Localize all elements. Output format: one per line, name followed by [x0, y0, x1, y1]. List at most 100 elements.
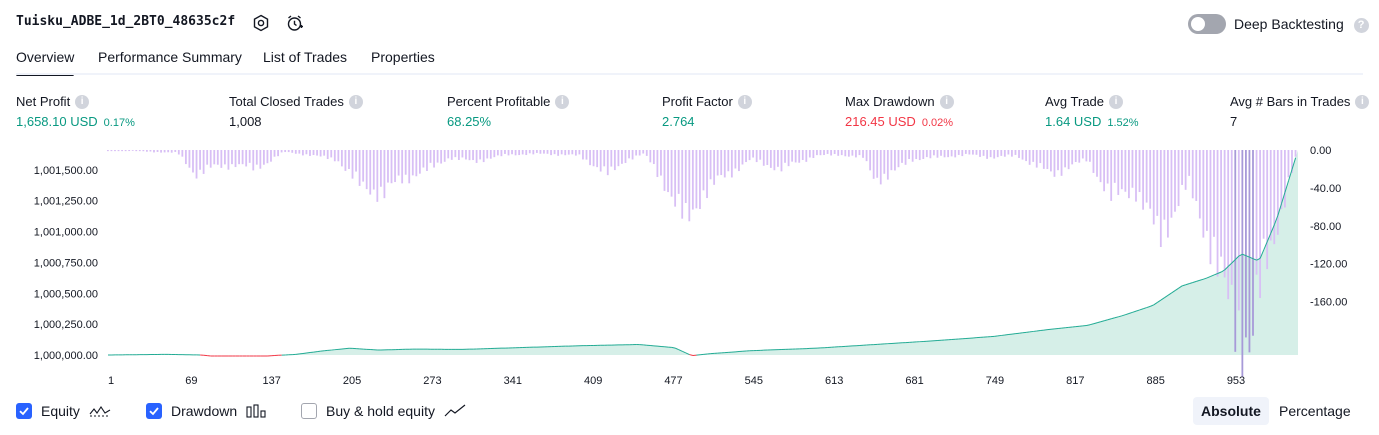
drawdown-bar [1014, 150, 1017, 155]
drawdown-bar [128, 150, 131, 152]
drawdown-bar [1128, 150, 1130, 199]
drawdown-bar [192, 150, 194, 173]
percentage-button[interactable]: Percentage [1279, 403, 1351, 419]
equity-line-segment [1220, 269, 1225, 273]
equity-line-segment [682, 350, 687, 354]
drawdown-bar [301, 150, 304, 156]
drawdown-bar [642, 150, 645, 154]
help-icon[interactable]: ? [1353, 17, 1369, 33]
drawdown-bar [1135, 150, 1137, 202]
drawdown-bar [1110, 150, 1113, 201]
drawdown-bar [337, 150, 340, 162]
equity-line-segment [1143, 307, 1147, 310]
info-icon[interactable]: i [555, 94, 570, 109]
tab-performance-summary[interactable]: Performance Summary [98, 49, 242, 65]
info-icon[interactable]: i [348, 94, 363, 109]
info-icon[interactable]: i [1355, 94, 1370, 109]
buy-hold-checkbox[interactable] [301, 403, 317, 419]
tab-overview[interactable]: Overview [16, 49, 75, 76]
equity-checkbox[interactable] [16, 403, 32, 419]
alert-clock-icon[interactable] [284, 12, 306, 34]
absolute-button[interactable]: Absolute [1193, 397, 1269, 425]
drawdown-bar [479, 150, 482, 160]
drawdown-checkbox[interactable] [146, 403, 162, 419]
x-axis-tick: 885 [1146, 375, 1164, 387]
drawdown-bar [255, 150, 258, 165]
legend-buy-hold[interactable]: Buy & hold equity [301, 400, 466, 422]
drawdown-bar [1131, 150, 1134, 188]
tab-properties[interactable]: Properties [371, 49, 435, 65]
equity-line-segment [1107, 318, 1112, 321]
equity-line-segment [1206, 275, 1211, 279]
drawdown-bar [1287, 150, 1290, 178]
drawdown-bar [596, 150, 599, 168]
drawdown-bar [975, 150, 978, 155]
drawdown-bar [560, 150, 563, 155]
drawdown-bar [621, 150, 623, 164]
tab-list-of-trades[interactable]: List of Trades [263, 49, 348, 65]
metric-net-profit: Net Profit i 1,658.10 USD 0.17% [16, 94, 135, 129]
drawdown-bar [652, 150, 655, 165]
drawdown-bar [1230, 150, 1233, 285]
drawdown-bar [663, 150, 666, 191]
drawdown-bar [270, 150, 272, 162]
equity-drawdown-chart[interactable]: 1,001,500.00 1,001,250.00 1,001,000.00 1,00… [0, 140, 1379, 390]
equity-line-segment [1270, 224, 1275, 234]
info-icon[interactable]: i [737, 94, 752, 109]
drawdown-bar [209, 150, 212, 168]
info-icon[interactable]: i [939, 94, 954, 109]
x-axis-tick: 137 [263, 375, 281, 387]
left-axis-tick: 1,000,750.00 [34, 257, 98, 269]
drawdown-bar [940, 150, 942, 156]
drawdown-bar [557, 150, 560, 156]
equity-line-segment [1217, 271, 1222, 274]
drawdown-bar [1276, 150, 1279, 235]
drawdown-bar [394, 150, 396, 183]
drawdown-bar [465, 150, 467, 160]
legend-equity[interactable]: Equity [16, 400, 111, 422]
equity-line-segment [1135, 309, 1140, 312]
deep-backtesting-toggle[interactable] [1188, 14, 1226, 34]
drawdown-bar [755, 150, 758, 163]
drawdown-bar [514, 150, 517, 156]
metric-value: 68.25% [447, 114, 492, 129]
drawdown-bar [564, 150, 567, 156]
drawdown-bar [291, 150, 294, 153]
info-icon[interactable]: i [1109, 94, 1124, 109]
drawdown-bar [571, 150, 574, 155]
settings-icon[interactable] [250, 12, 272, 34]
equity-line-segment [1288, 169, 1293, 181]
drawdown-bar [1057, 150, 1059, 171]
drawdown-bar [631, 150, 634, 160]
drawdown-bar [1039, 150, 1042, 164]
metric-max-drawdown: Max Drawdown i 216.45 USD 0.02% [845, 94, 954, 129]
equity-line-segment [1121, 314, 1126, 317]
drawdown-bar [199, 150, 201, 170]
drawdown-bar [213, 150, 216, 165]
drawdown-bar [787, 150, 790, 167]
drawdown-bar [1042, 150, 1045, 169]
metric-label: Max Drawdown [845, 94, 935, 109]
drawdown-bar [1167, 150, 1169, 238]
drawdown-bar [1085, 150, 1088, 162]
equity-line-segment [1245, 255, 1250, 258]
metric-pct: 1.52% [1107, 117, 1139, 129]
drawdown-bar [348, 150, 350, 169]
info-icon[interactable]: i [75, 94, 90, 109]
drawdown-bar [1269, 150, 1272, 241]
drawdown-bar [1234, 150, 1237, 352]
drawdown-bar [124, 150, 127, 152]
drawdown-bar [160, 150, 162, 153]
x-axis-tick: 205 [343, 375, 361, 387]
drawdown-bar [1149, 150, 1152, 209]
buy-hold-line-icon [444, 404, 466, 418]
drawdown-bar [883, 150, 886, 174]
drawdown-bar [309, 150, 311, 156]
drawdown-bar [741, 150, 744, 165]
drawdown-bar [929, 150, 932, 159]
left-axis-tick: 1,001,500.00 [34, 165, 98, 177]
drawdown-bar [273, 150, 276, 157]
legend-drawdown[interactable]: Drawdown [146, 400, 266, 422]
left-axis-tick: 1,001,250.00 [34, 196, 98, 208]
right-axis-tick: -160.00 [1310, 297, 1347, 309]
